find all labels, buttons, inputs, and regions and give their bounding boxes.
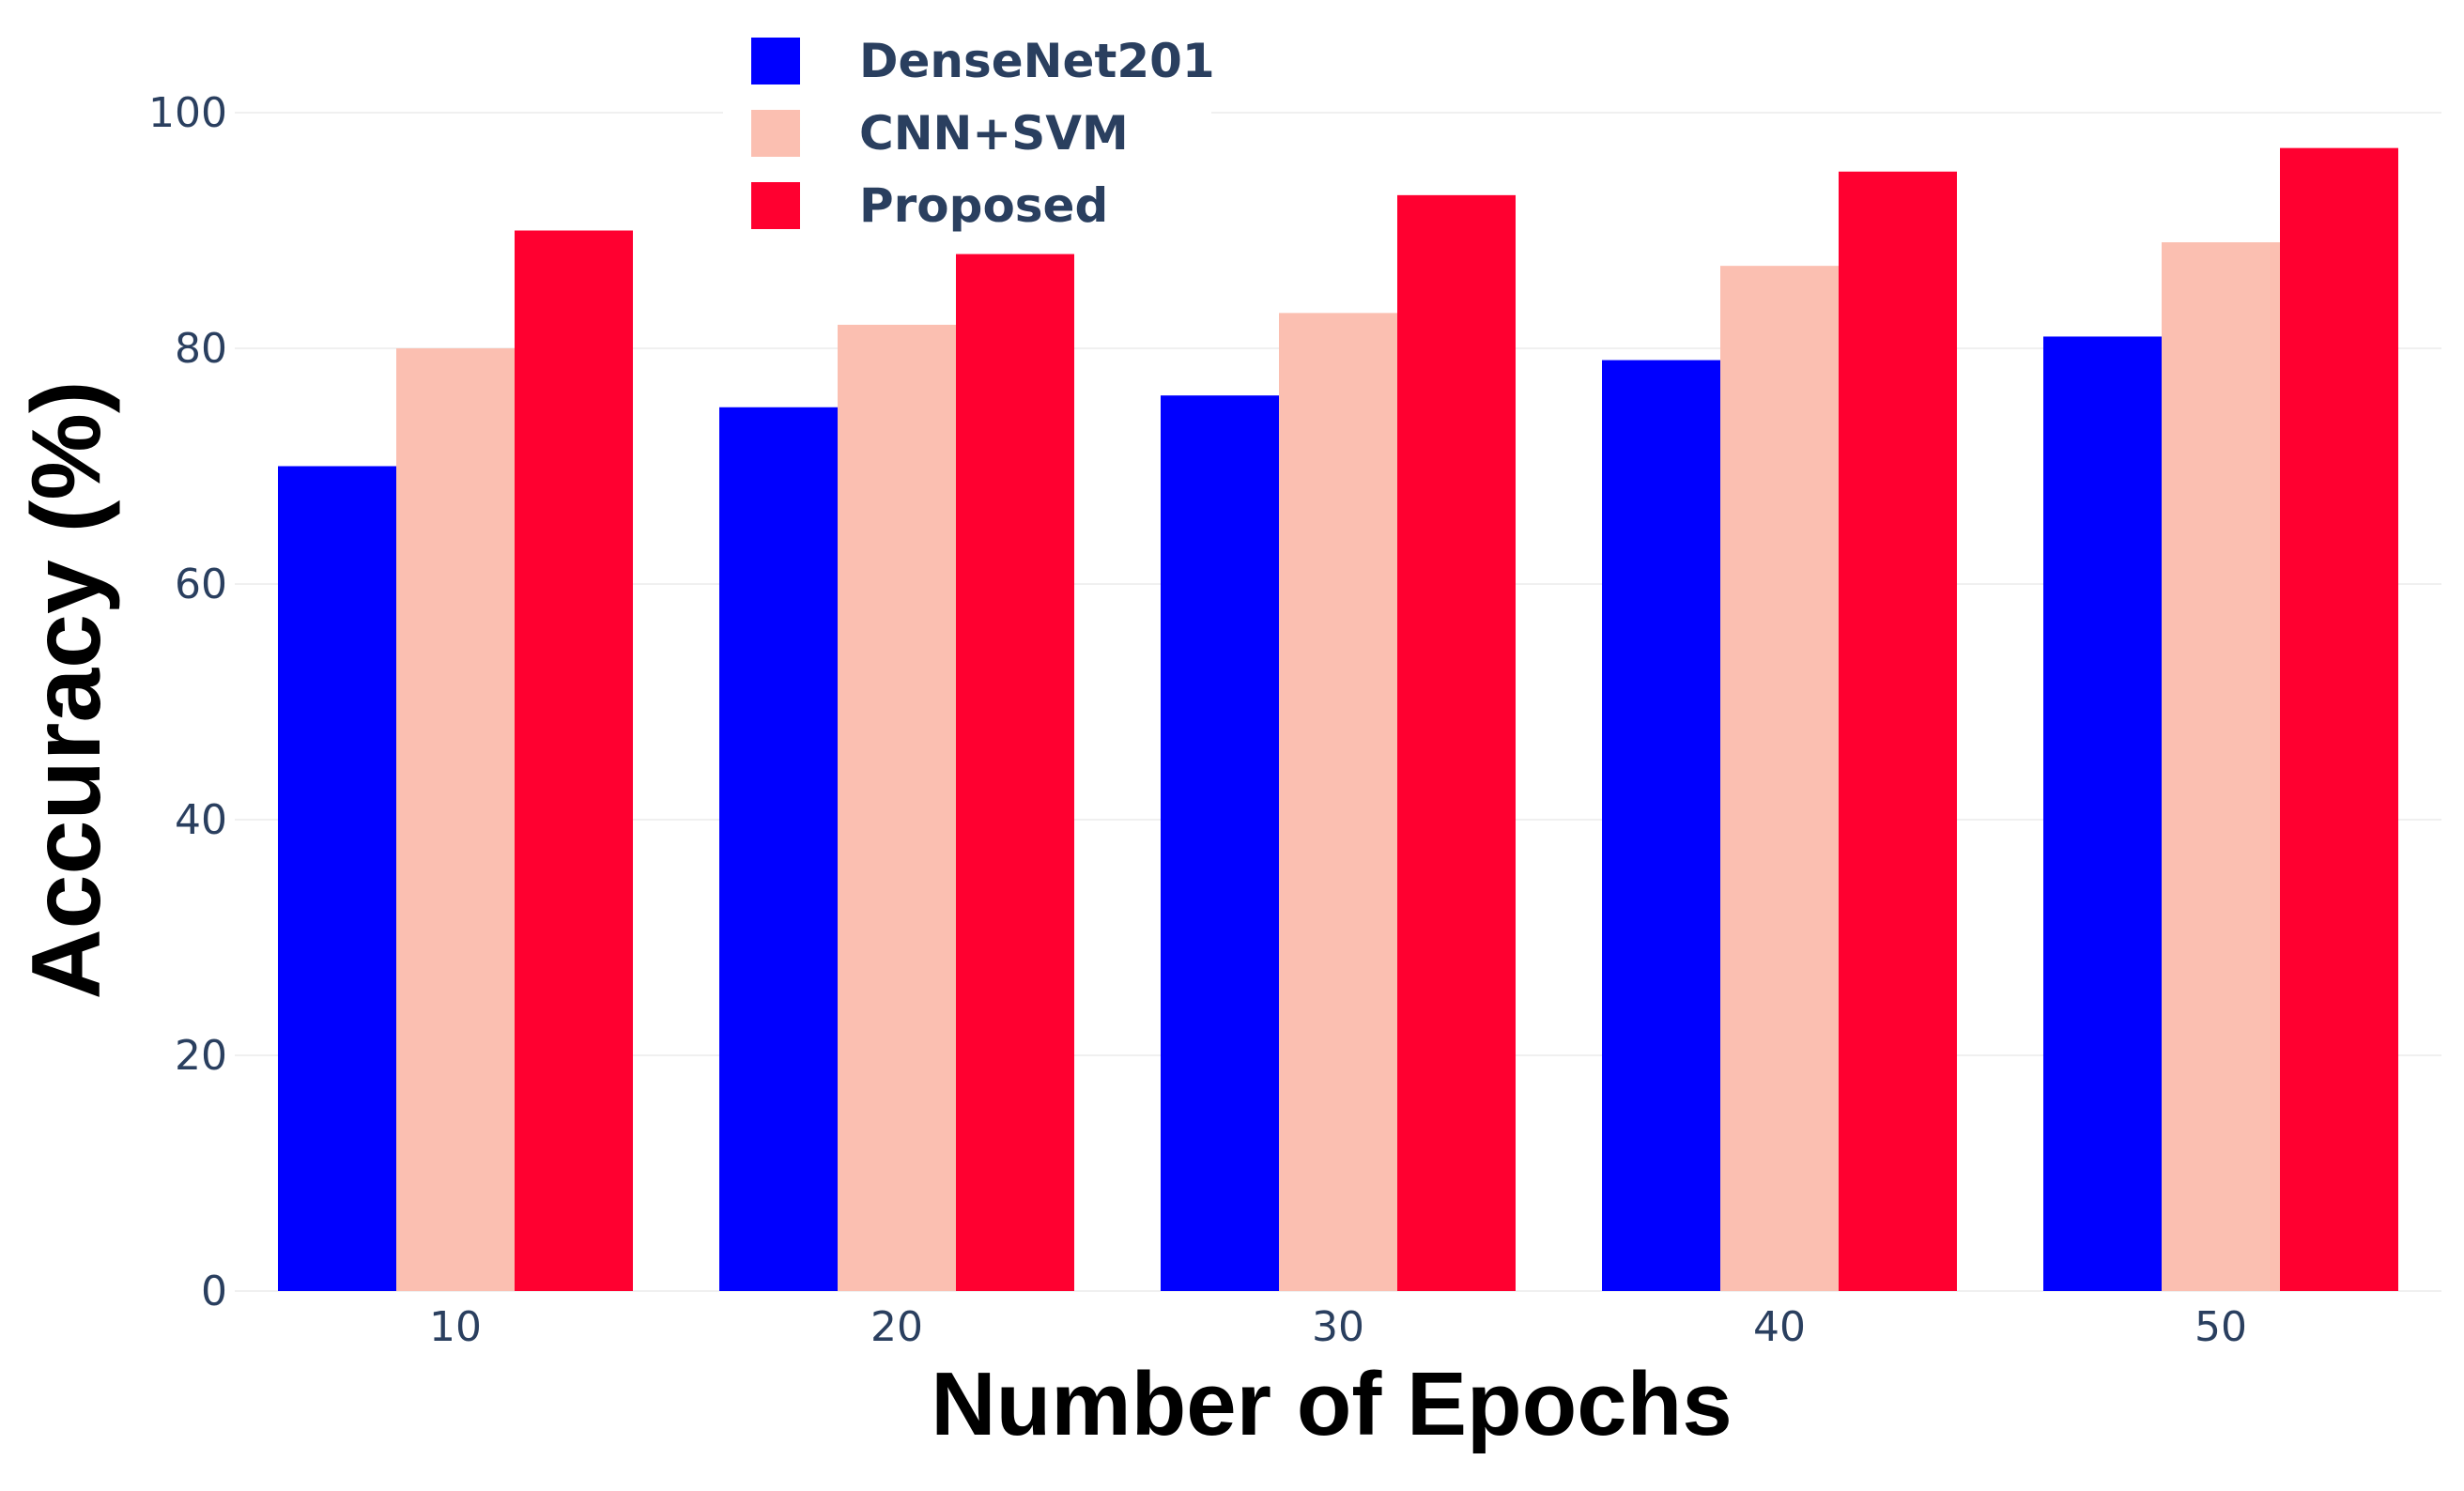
bar-proposed-20	[956, 254, 1074, 1292]
legend-swatch	[751, 38, 800, 85]
bars	[278, 147, 2398, 1292]
y-tick-label: 80	[175, 325, 227, 373]
legend-background	[723, 21, 1211, 237]
legend: DenseNet201 CNN+SVM Proposed	[723, 21, 1215, 237]
legend-swatch	[751, 182, 800, 229]
bar-cnn-svm-30	[1279, 313, 1397, 1292]
bar-densenet201-30	[1161, 395, 1279, 1291]
x-tick-label: 10	[429, 1303, 482, 1351]
bar-proposed-50	[2280, 147, 2398, 1291]
bar-densenet201-40	[1602, 360, 1720, 1291]
y-tick-label: 0	[201, 1268, 227, 1315]
x-axis-ticks: 10 20 30 40 50	[429, 1303, 2247, 1351]
bar-proposed-40	[1839, 171, 1957, 1291]
legend-label: CNN+SVM	[859, 106, 1129, 161]
x-tick-label: 20	[870, 1303, 923, 1351]
y-tick-label: 100	[148, 89, 227, 137]
x-tick-label: 40	[1753, 1303, 1806, 1351]
x-tick-label: 30	[1312, 1303, 1364, 1351]
y-tick-label: 40	[175, 796, 227, 844]
y-tick-label: 60	[175, 561, 227, 608]
bar-cnn-svm-50	[2162, 242, 2280, 1291]
legend-label: DenseNet201	[859, 34, 1215, 88]
y-axis-ticks: 0 20 40 60 80 100	[148, 89, 227, 1315]
bar-proposed-30	[1397, 194, 1516, 1292]
bar-densenet201-50	[2043, 336, 2162, 1291]
bar-proposed-10	[515, 230, 633, 1291]
y-axis-title: Accuracy (%)	[12, 381, 121, 1000]
x-tick-label: 50	[2194, 1303, 2247, 1351]
bar-cnn-svm-20	[838, 324, 956, 1291]
bar-densenet201-20	[719, 407, 838, 1291]
bar-cnn-svm-40	[1720, 266, 1839, 1291]
legend-label: Proposed	[859, 178, 1108, 233]
bar-densenet201-10	[278, 466, 396, 1291]
bar-cnn-svm-10	[396, 348, 515, 1291]
legend-swatch	[751, 110, 800, 157]
x-axis-title: Number of Epochs	[931, 1354, 1732, 1454]
y-tick-label: 20	[175, 1032, 227, 1080]
